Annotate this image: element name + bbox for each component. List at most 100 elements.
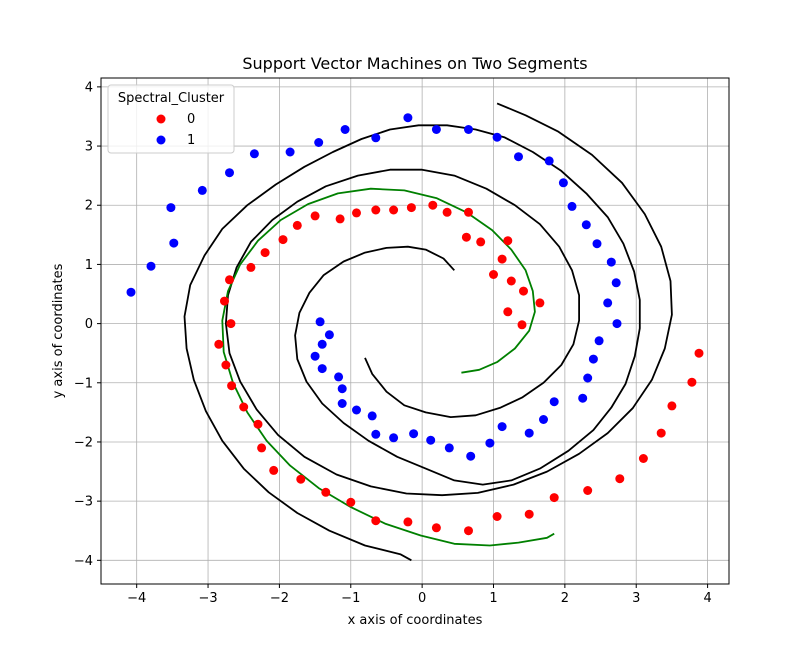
scatter-point-cluster-1: [317, 364, 327, 374]
scatter-point-cluster-0: [220, 296, 229, 306]
chart-title: Support Vector Machines on Two Segments: [242, 54, 587, 73]
scatter-point-cluster-1: [166, 203, 176, 213]
legend-marker-0: [156, 114, 166, 124]
boundary-line-2: [183, 124, 641, 562]
scatter-point-cluster-0: [615, 474, 625, 484]
scatter-point-cluster-0: [310, 211, 320, 221]
scatter-point-cluster-0: [464, 207, 473, 217]
scatter-point-cluster-0: [253, 419, 263, 429]
y-tick-label: 0: [85, 317, 93, 332]
scatter-point-cluster-1: [567, 201, 577, 211]
scatter-point-cluster-0: [535, 298, 545, 308]
legend-box: [107, 84, 235, 154]
x-axis-label: x axis of coordinates: [348, 613, 483, 628]
scatter-point-cluster-1: [249, 149, 259, 159]
scatter-point-cluster-1: [169, 238, 179, 248]
legend-label-1: 1: [187, 133, 195, 148]
scatter-point-cluster-1: [466, 451, 476, 461]
x-tick-label: 2: [561, 591, 569, 606]
y-axis-label: y axis of coordinates: [51, 263, 66, 398]
scatter-point-cluster-1: [594, 336, 604, 346]
scatter-point-cluster-1: [197, 185, 207, 195]
scatter-point-cluster-0: [352, 208, 361, 218]
scatter-point-cluster-0: [403, 517, 413, 527]
scatter-point-cluster-0: [346, 497, 356, 507]
scatter-point-cluster-0: [442, 207, 452, 217]
x-tick-label: 4: [703, 591, 711, 606]
scatter-point-cluster-1: [606, 257, 616, 267]
scatter-point-cluster-0: [506, 276, 516, 286]
scatter-point-cluster-0: [687, 377, 697, 387]
scatter-point-cluster-0: [226, 319, 236, 329]
scatter-point-cluster-1: [539, 415, 548, 424]
scatter-point-cluster-0: [296, 474, 306, 484]
y-tick-label: 1: [85, 258, 93, 273]
plot-frame: [100, 77, 730, 585]
scatter-point-cluster-1: [337, 399, 347, 408]
scatter-point-cluster-1: [310, 351, 320, 361]
scatter-point-cluster-1: [426, 435, 436, 445]
scatter-point-cluster-1: [603, 298, 613, 308]
scatter-point-cluster-0: [517, 320, 527, 330]
scatter-point-cluster-0: [269, 465, 279, 475]
scatter-point-cluster-1: [464, 125, 473, 134]
scatter-point-cluster-1: [497, 422, 507, 432]
scatter-point-cluster-1: [389, 433, 399, 443]
scatter-point-cluster-1: [317, 339, 327, 349]
scatter-point-cluster-1: [549, 397, 559, 407]
scatter-point-cluster-0: [497, 254, 507, 264]
scatter-point-cluster-1: [314, 138, 324, 147]
scatter-point-cluster-0: [225, 275, 234, 285]
scatter-point-cluster-0: [583, 486, 593, 495]
x-tick-label: 0: [418, 591, 426, 606]
scatter-point-cluster-0: [461, 232, 471, 242]
scatter-point-cluster-0: [428, 200, 438, 210]
axis-ticks: −4 −3 −2 −1 0 1 2 3 4 −4 −3 −2 −1 0 1 2 3 4: [74, 80, 712, 606]
scatter-point-cluster-0: [371, 205, 381, 215]
scatter-point-cluster-1: [558, 178, 568, 188]
x-tick-label: −2: [270, 591, 289, 606]
x-tick-label: −1: [341, 591, 360, 606]
legend-marker-1: [156, 135, 166, 145]
legend-label-0: 0: [187, 112, 195, 127]
legend-title: Spectral_Cluster: [118, 91, 225, 106]
y-tick-label: 3: [85, 140, 93, 155]
scatter-point-cluster-1: [588, 354, 598, 364]
scatter-point-cluster-1: [611, 278, 621, 288]
scatter-point-cluster-1: [431, 125, 441, 134]
scatter-point-cluster-0: [492, 512, 502, 521]
scatter-point-cluster-0: [278, 235, 288, 245]
scatter-point-cluster-0: [431, 523, 441, 533]
scatter-point-cluster-0: [260, 248, 270, 258]
scatter-point-cluster-0: [371, 516, 381, 526]
scatter-point-cluster-0: [489, 270, 498, 279]
scatter-point-cluster-0: [321, 487, 331, 497]
scatter-point-cluster-0: [292, 220, 302, 230]
scatter-point-cluster-1: [225, 168, 234, 178]
scatter-point-cluster-0: [503, 307, 513, 317]
scatter-point-cluster-1: [544, 156, 554, 166]
scatter-point-cluster-1: [492, 132, 502, 142]
scatter-point-cluster-0: [503, 236, 513, 246]
scatter-point-cluster-0: [524, 509, 534, 519]
scatter-point-cluster-1: [371, 429, 381, 439]
x-tick-label: −3: [198, 591, 217, 606]
y-tick-label: −1: [74, 376, 93, 391]
scatter-point-cluster-0: [694, 348, 704, 358]
x-tick-label: −4: [127, 591, 146, 606]
scatter-point-cluster-1: [578, 393, 588, 403]
x-tick-label: 1: [489, 591, 497, 606]
scatter-point-cluster-0: [638, 454, 648, 463]
scatter-point-cluster-1: [409, 429, 419, 439]
scatter-point-cluster-0: [476, 237, 486, 247]
scatter-point-cluster-0: [656, 428, 666, 438]
scatter-point-cluster-0: [214, 339, 224, 349]
scatter-point-cluster-1: [324, 330, 334, 340]
scatter-point-cluster-1: [592, 239, 602, 249]
scatter-point-cluster-1: [367, 411, 377, 421]
scatter-point-cluster-0: [406, 203, 416, 213]
scatter-point-cluster-1: [403, 113, 413, 123]
y-tick-label: −4: [74, 554, 93, 569]
y-tick-label: 2: [85, 199, 93, 214]
